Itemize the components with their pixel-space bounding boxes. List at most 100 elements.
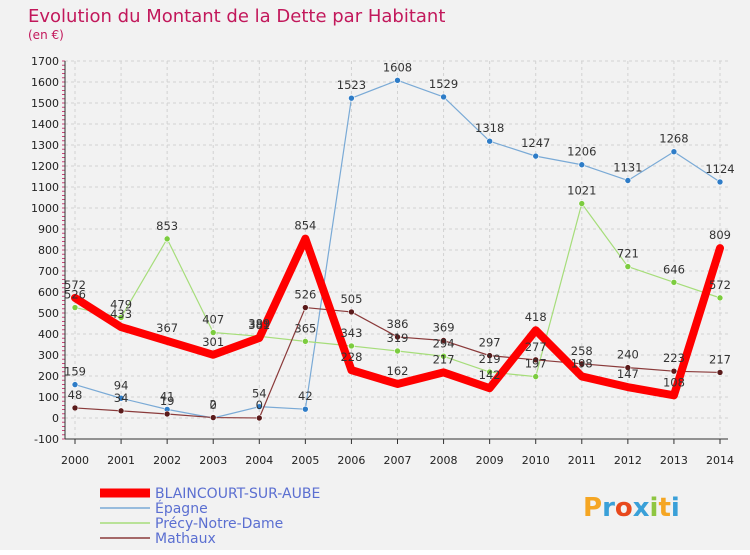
data-point (578, 360, 586, 368)
data-label: 369 (433, 321, 455, 335)
data-point (302, 304, 309, 311)
x-tick-label: 2002 (153, 454, 181, 467)
data-point (117, 407, 125, 415)
logo-letter: o (615, 493, 633, 523)
data-point (71, 404, 79, 412)
data-point (624, 263, 632, 270)
data-point (578, 200, 586, 207)
x-tick-label: 2000 (61, 454, 89, 467)
data-label: 433 (110, 307, 132, 321)
data-point (71, 304, 79, 311)
data-label: 1206 (567, 145, 596, 159)
x-tick-label: 2014 (706, 454, 734, 467)
x-tick-label: 2013 (660, 454, 688, 467)
data-label: 1247 (521, 136, 550, 150)
data-label: 108 (663, 375, 685, 389)
data-label: 258 (571, 344, 593, 358)
logo-letter: P (583, 493, 602, 523)
series-line (71, 234, 724, 400)
x-tick-label: 2005 (291, 454, 319, 467)
y-tick-label: 1700 (31, 55, 59, 68)
x-tick-label: 2008 (430, 454, 458, 467)
logo-letter: x (633, 493, 650, 523)
data-point (670, 367, 678, 375)
series-lines (71, 77, 724, 422)
data-point (440, 93, 447, 101)
data-label: 386 (387, 317, 409, 331)
y-tick-label: 0 (52, 412, 59, 425)
data-label: 223 (663, 351, 685, 365)
data-label: 572 (64, 278, 86, 292)
data-point (348, 308, 355, 316)
data-point (670, 279, 678, 286)
data-label: 142 (479, 368, 501, 382)
data-label: 94 (114, 378, 129, 392)
x-tick-label: 2012 (614, 454, 642, 467)
data-label: 54 (252, 387, 267, 401)
data-label: 1529 (429, 77, 458, 91)
data-point (163, 410, 171, 418)
data-label: 41 (160, 389, 175, 403)
data-label: 721 (617, 247, 639, 261)
data-label: 572 (709, 278, 731, 292)
data-label: 526 (294, 288, 316, 302)
data-point (117, 314, 125, 321)
data-point (486, 137, 493, 145)
y-tick-label: 800 (38, 244, 59, 257)
data-point (209, 329, 217, 336)
y-tick-label: 400 (38, 328, 59, 341)
data-point (209, 414, 217, 421)
data-label: 646 (663, 262, 685, 276)
data-label: 217 (709, 352, 731, 366)
y-tick-label: 1300 (31, 139, 59, 152)
data-point (302, 338, 309, 345)
legend-label: BLAINCOURT-SUR-AUBE (155, 486, 320, 502)
y-tick-label: 200 (38, 370, 59, 383)
y-tick-label: 600 (38, 286, 59, 299)
data-label: 19 (160, 394, 175, 408)
x-tick-label: 2006 (337, 454, 365, 467)
data-point (302, 405, 309, 413)
data-point (394, 77, 401, 84)
x-tick-label: 2004 (245, 454, 273, 467)
axes: -100010020030040050060070080090010001100… (31, 55, 734, 467)
data-point (624, 177, 632, 184)
data-label: 319 (387, 331, 409, 345)
data-point (117, 394, 125, 402)
data-point (348, 342, 355, 350)
data-label: 381 (248, 318, 270, 332)
x-tick-label: 2010 (522, 454, 550, 467)
data-label: 526 (64, 288, 86, 302)
data-label: 389 (248, 316, 270, 330)
data-label: 854 (294, 219, 316, 233)
y-tick-label: 1500 (31, 97, 59, 110)
data-label: 1318 (475, 121, 504, 135)
data-point (486, 368, 493, 376)
data-label: 198 (571, 356, 593, 370)
data-point (578, 161, 586, 169)
logo-letter: i (650, 493, 659, 523)
proxiti-logo: Proxiti (583, 493, 680, 523)
logo-letter: t (658, 493, 670, 523)
data-point (71, 381, 79, 388)
data-point (716, 178, 724, 186)
data-label: 42 (298, 389, 313, 403)
data-point (440, 352, 447, 360)
data-point (163, 235, 171, 243)
data-label: 809 (709, 228, 731, 242)
data-label: 48 (68, 388, 83, 402)
data-label: 240 (617, 348, 639, 362)
data-label: 297 (479, 336, 501, 350)
data-point (716, 369, 724, 376)
x-tick-label: 2007 (384, 454, 412, 467)
data-point (394, 347, 401, 355)
x-tick-label: 2009 (476, 454, 504, 467)
data-label: 162 (387, 364, 409, 378)
data-label: 1131 (613, 160, 642, 174)
y-tick-label: 100 (38, 391, 59, 404)
data-label: 343 (340, 326, 362, 340)
data-label: 0 (256, 398, 263, 412)
x-tick-label: 2003 (199, 454, 227, 467)
